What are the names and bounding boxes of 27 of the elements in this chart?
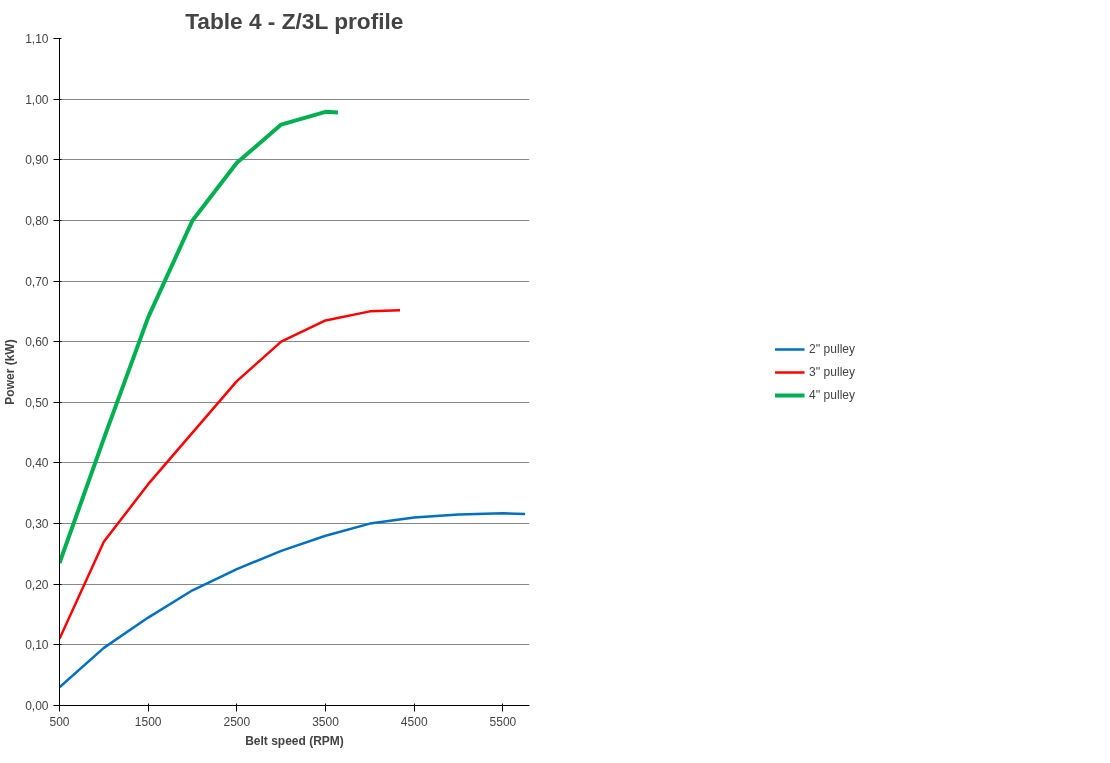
y-tick-label: 1,10 <box>25 32 49 46</box>
y-tick-label: 0,10 <box>25 638 49 653</box>
y-tick-label: 0,40 <box>25 456 49 471</box>
y-tick-label: 0,00 <box>25 699 49 713</box>
x-tick-label: 5500 <box>489 714 517 729</box>
y-tick-label: 0,80 <box>25 213 49 228</box>
y-tick-label: 0,70 <box>25 274 49 289</box>
y-tick-label: 0,30 <box>25 517 49 532</box>
y-tick-label: 0,50 <box>25 395 49 410</box>
legend-label: 4'' pulley <box>809 387 855 402</box>
legend-label: 3'' pulley <box>809 364 855 379</box>
chart-title: Table 4 - Z/3L profile <box>185 7 404 34</box>
y-tick-label: 0,20 <box>25 577 49 592</box>
x-tick-label: 3500 <box>312 714 340 729</box>
y-tick-label: 0,90 <box>25 153 49 168</box>
line-series <box>59 512 527 689</box>
legend-label: 2'' pulley <box>809 341 855 356</box>
y-tick-label: 0,60 <box>25 335 49 350</box>
line-series <box>59 109 340 565</box>
x-tick-label: 2500 <box>223 714 251 729</box>
x-tick-label: 500 <box>49 714 70 729</box>
x-tick-label: 4500 <box>400 714 428 729</box>
y-tick-label: 1,00 <box>25 92 49 107</box>
line-series <box>59 308 402 641</box>
y-axis-title: Power (kW) <box>3 339 18 405</box>
x-tick-label: 1500 <box>134 714 162 729</box>
x-axis-title: Belt speed (RPM) <box>245 733 344 748</box>
